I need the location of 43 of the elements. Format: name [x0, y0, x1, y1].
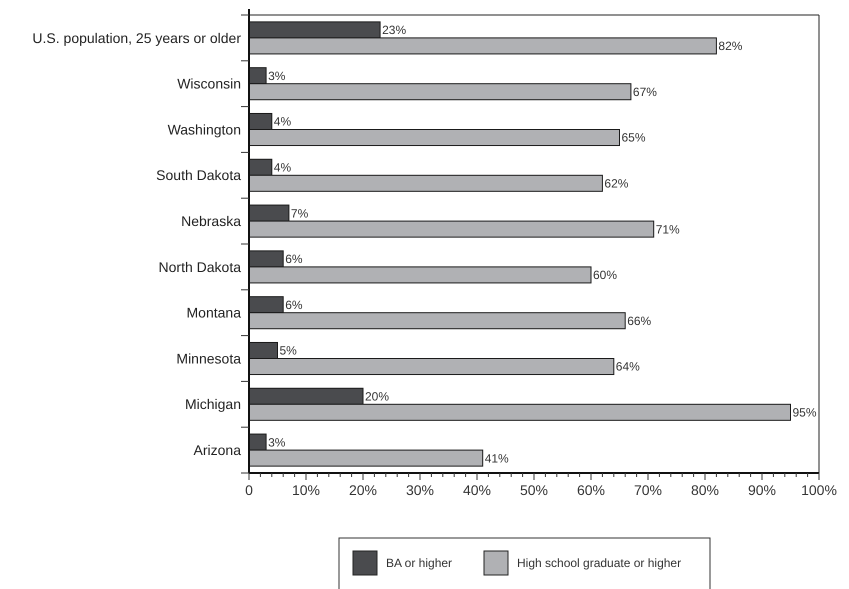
data-label: 41%	[484, 451, 510, 466]
legend-label: High school graduate or higher	[517, 556, 682, 570]
data-label: 67%	[632, 84, 658, 99]
data-label: 7%	[290, 206, 309, 220]
x-tick-label: 30%	[406, 482, 434, 498]
data-label: 60%	[593, 268, 618, 282]
data-label: 6%	[285, 252, 303, 266]
data-label: 64%	[616, 360, 640, 374]
data-label: 5%	[280, 344, 298, 358]
y-tick-label: North Dakota	[158, 258, 242, 275]
data-label: 82%	[718, 39, 743, 54]
x-tick-label: 80%	[690, 482, 720, 498]
data-label: 65%	[622, 130, 646, 145]
y-tick-label: Minnesota	[176, 350, 242, 366]
data-label: 95%	[792, 406, 817, 420]
y-tick-label: Wisconsin	[177, 76, 241, 92]
x-tick-label: 10%	[292, 482, 320, 498]
x-tick-label: 20%	[348, 482, 378, 498]
y-tick-label: Montana	[186, 304, 242, 321]
data-label: 3%	[268, 68, 286, 83]
y-tick-label: Washington	[168, 121, 241, 138]
y-tick-label: Michigan	[184, 396, 241, 412]
data-label: 4%	[274, 160, 292, 174]
data-label: 3%	[268, 435, 286, 450]
data-label: 20%	[365, 389, 390, 404]
y-tick-label: South Dakota	[156, 167, 242, 184]
legend-label: BA or higher	[386, 556, 452, 570]
x-tick-label: 70%	[634, 482, 662, 498]
x-tick-label: 60%	[576, 482, 606, 498]
x-tick-label: 0	[245, 482, 254, 498]
data-label: 6%	[285, 298, 303, 312]
data-label: 62%	[604, 176, 629, 191]
y-tick-label: U.S. population, 25 years or older	[32, 30, 242, 46]
x-tick-label: 50%	[520, 482, 548, 498]
data-label: 71%	[656, 222, 680, 236]
x-tick-label: 90%	[748, 482, 776, 498]
y-tick-label: Arizona	[194, 442, 242, 458]
data-label: 23%	[382, 23, 406, 38]
y-tick-label: Nebraska	[181, 213, 242, 229]
data-label: 4%	[274, 114, 292, 129]
x-tick-label: 100%	[801, 482, 837, 498]
data-label: 66%	[627, 314, 652, 328]
x-tick-label: 40%	[462, 482, 492, 498]
